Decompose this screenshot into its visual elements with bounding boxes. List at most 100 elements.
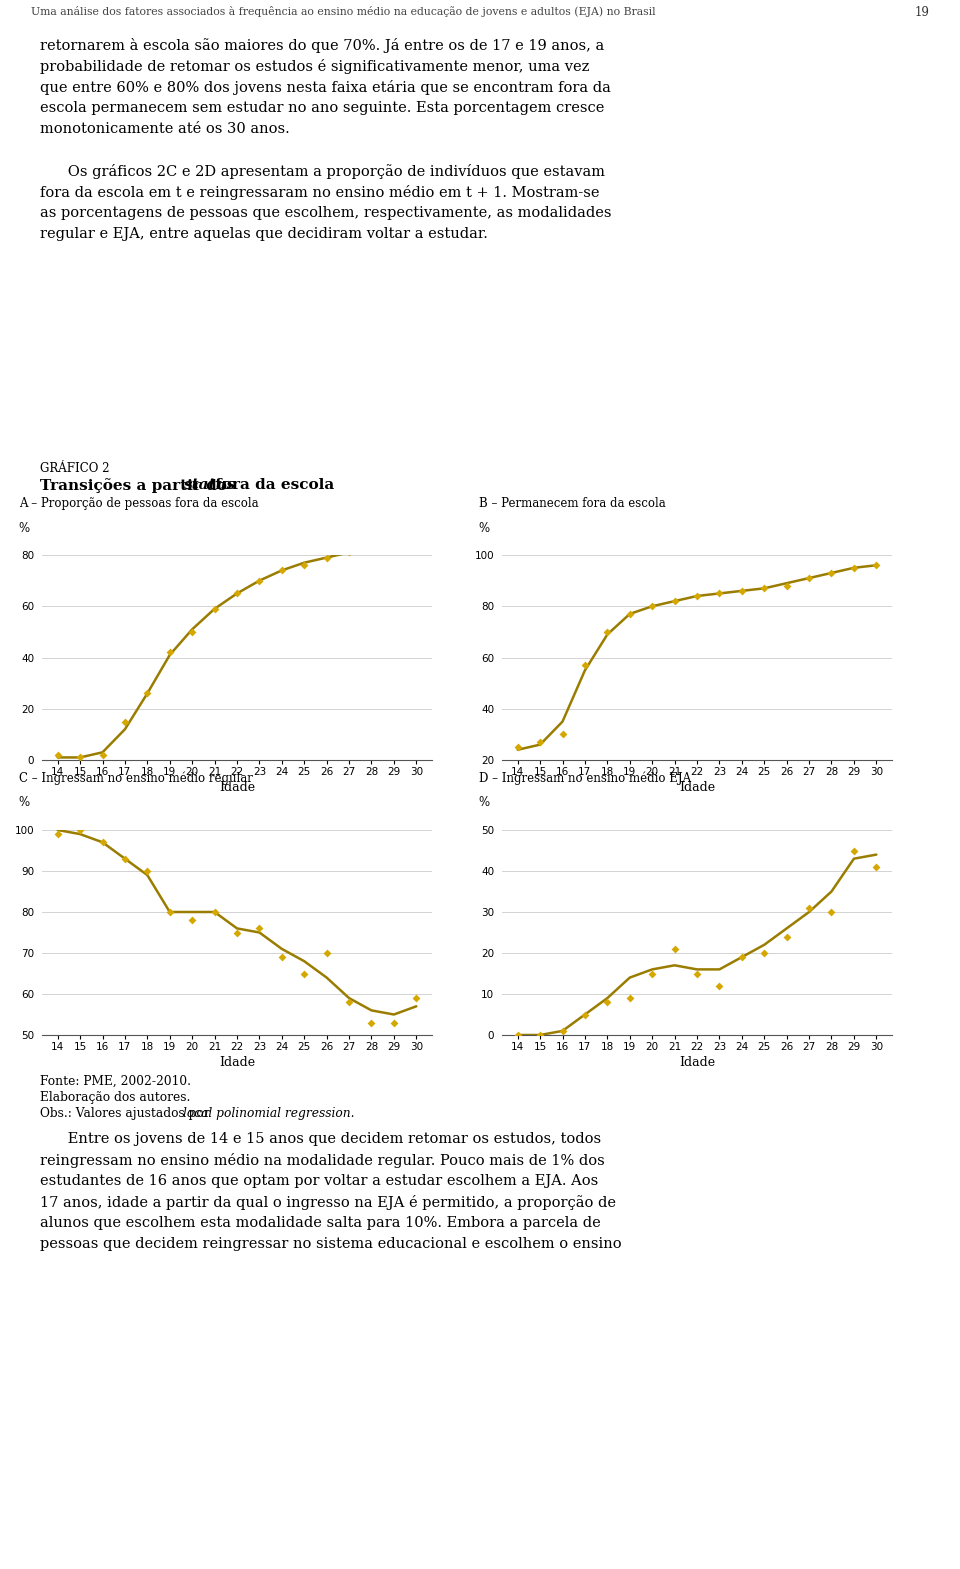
Point [846,838,861,863]
Point [644,960,660,985]
X-axis label: Idade: Idade [219,781,255,794]
Point [184,907,200,932]
Point [95,830,110,855]
Point [319,940,334,965]
Text: Obs.: Valores ajustados por: Obs.: Valores ajustados por [40,1108,214,1120]
Text: estudantes de 16 anos que optam por voltar a estudar escolhem a EJA. Aos: estudantes de 16 anos que optam por volt… [40,1174,599,1188]
Text: Transições a partir do: Transições a partir do [40,479,232,493]
Text: Uma análise dos fatores associados à frequência ao ensino médio na educação de j: Uma análise dos fatores associados à fre… [31,6,656,17]
Text: Elaboração dos autores.: Elaboração dos autores. [40,1090,191,1105]
Text: 17 anos, idade a partir da qual o ingresso na EJA é permitido, a proporção de: 17 anos, idade a partir da qual o ingres… [40,1196,616,1210]
Text: probabilidade de retomar os estudos é significativamente menor, uma vez: probabilidade de retomar os estudos é si… [40,60,589,74]
Point [342,540,357,565]
Point [95,742,110,767]
Text: reingressam no ensino médio na modalidade regular. Pouco mais de 1% dos: reingressam no ensino médio na modalidad… [40,1153,605,1167]
Point [667,588,683,613]
Point [409,985,424,1010]
Text: %: % [18,797,30,810]
Text: 19: 19 [915,6,929,19]
Point [734,579,750,604]
Point [533,730,548,755]
Text: C – Ingressam no ensino médio regular: C – Ingressam no ensino médio regular [18,772,252,784]
Text: fora da escola: fora da escola [209,479,334,493]
Point [555,1018,570,1043]
Text: %: % [18,521,30,535]
Point [555,722,570,747]
Point [689,584,705,609]
Point [297,552,312,577]
Text: B – Permanecem fora da escola: B – Permanecem fora da escola [479,497,665,510]
Point [386,535,401,560]
Point [711,973,727,998]
Point [364,537,379,562]
Point [734,945,750,970]
Point [117,846,132,871]
Point [252,916,267,941]
Point [510,1023,525,1048]
Text: Fonte: PME, 2002-2010.: Fonte: PME, 2002-2010. [40,1075,191,1087]
Text: regular e EJA, entre aquelas que decidiram voltar a estudar.: regular e EJA, entre aquelas que decidir… [40,228,489,242]
Point [779,924,794,949]
Point [824,560,839,585]
Point [600,620,615,645]
Point [297,960,312,985]
Point [622,985,637,1010]
Text: que entre 60% e 80% dos jovens nesta faixa etária que se encontram fora da: que entre 60% e 80% dos jovens nesta fai… [40,80,612,96]
Text: pessoas que decidem reingressar no sistema educacional e escolhem o ensino: pessoas que decidem reingressar no siste… [40,1236,622,1250]
Point [319,544,334,570]
Text: as porcentagens de pessoas que escolhem, respectivamente, as modalidades: as porcentagens de pessoas que escolhem,… [40,206,612,220]
Point [162,899,178,924]
Point [689,960,705,985]
Point [869,552,884,577]
Text: D – Ingressam no ensino médio EJA: D – Ingressam no ensino médio EJA [479,772,691,784]
Point [50,822,65,847]
X-axis label: Idade: Idade [219,1056,255,1068]
Text: alunos que escolhem esta modalidade salta para 10%. Embora a parcela de: alunos que escolhem esta modalidade salt… [40,1216,601,1230]
Point [577,1003,592,1028]
Point [72,745,87,770]
Point [207,596,223,621]
Point [50,742,65,767]
Point [577,653,592,678]
Text: status: status [183,479,235,493]
Point [711,581,727,606]
Text: GRÁFICO 2: GRÁFICO 2 [40,461,109,475]
Point [342,990,357,1015]
Point [364,1010,379,1036]
Text: local polinomial regression.: local polinomial regression. [183,1108,354,1120]
Point [72,817,87,843]
Point [802,565,817,590]
Point [184,620,200,645]
Point [229,919,245,945]
Point [207,899,223,924]
Point [600,990,615,1015]
Text: Entre os jovens de 14 e 15 anos que decidem retomar os estudos, todos: Entre os jovens de 14 e 15 anos que deci… [40,1131,602,1145]
Point [622,601,637,626]
Point [275,559,290,584]
Point [510,734,525,759]
Text: %: % [479,797,490,810]
Text: monotonicamente até os 30 anos.: monotonicamente até os 30 anos. [40,122,290,137]
Point [275,945,290,970]
Point [533,1023,548,1048]
Point [802,896,817,921]
Point [162,640,178,665]
Point [139,681,155,706]
Text: A – Proporção de pessoas fora da escola: A – Proporção de pessoas fora da escola [18,497,258,510]
Point [667,937,683,962]
Text: retornarem à escola são maiores do que 70%. Já entre os de 17 e 19 anos, a: retornarem à escola são maiores do que 7… [40,38,605,53]
Point [869,855,884,880]
Text: fora da escola em t e reingressaram no ensino médio em t + 1. Mostram-se: fora da escola em t e reingressaram no e… [40,185,600,199]
Point [386,1010,401,1036]
Point [756,576,772,601]
Point [779,573,794,598]
Point [409,532,424,557]
Point [846,555,861,581]
Point [117,709,132,734]
Point [252,568,267,593]
X-axis label: Idade: Idade [679,1056,715,1068]
Point [229,581,245,606]
X-axis label: Idade: Idade [679,781,715,794]
Text: %: % [479,521,490,535]
Point [824,899,839,924]
